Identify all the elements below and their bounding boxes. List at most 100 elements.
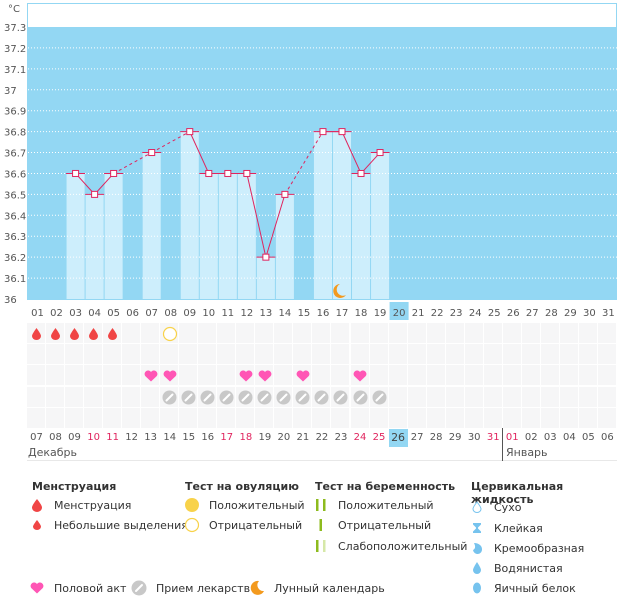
- grid-cell[interactable]: [122, 323, 141, 343]
- grid-cell[interactable]: [27, 407, 45, 428]
- grid-cell[interactable]: [369, 365, 388, 386]
- pill-icon[interactable]: [255, 387, 274, 408]
- pill-icon[interactable]: [236, 387, 255, 408]
- drop-icon[interactable]: [65, 323, 84, 344]
- grid-cell[interactable]: [426, 344, 445, 365]
- grid-cell[interactable]: [407, 365, 426, 386]
- grid-cell[interactable]: [141, 323, 160, 343]
- grid-cell[interactable]: [597, 323, 616, 343]
- grid-cell[interactable]: [559, 323, 578, 343]
- grid-cell[interactable]: [578, 323, 597, 343]
- grid-cell[interactable]: [293, 323, 312, 343]
- grid-cell[interactable]: [426, 407, 445, 428]
- grid-cell[interactable]: [103, 407, 122, 428]
- grid-cell[interactable]: [388, 344, 407, 365]
- grid-cell[interactable]: [331, 323, 350, 343]
- grid-cell[interactable]: [597, 344, 616, 365]
- pill-icon[interactable]: [351, 387, 370, 408]
- grid-cell[interactable]: [597, 386, 616, 407]
- grid-cell[interactable]: [27, 365, 45, 386]
- pill-icon[interactable]: [370, 387, 389, 408]
- grid-cell[interactable]: [578, 386, 597, 407]
- grid-cell[interactable]: [540, 386, 559, 407]
- pill-icon[interactable]: [331, 387, 350, 408]
- grid-cell[interactable]: [122, 344, 141, 365]
- grid-cell[interactable]: [502, 323, 521, 343]
- drop-icon[interactable]: [103, 323, 122, 344]
- grid-cell[interactable]: [141, 407, 160, 428]
- grid-cell[interactable]: [84, 386, 103, 407]
- grid-cell[interactable]: [141, 344, 160, 365]
- circle-outline-icon[interactable]: [160, 323, 179, 344]
- pill-icon[interactable]: [179, 387, 198, 408]
- grid-cell[interactable]: [578, 407, 597, 428]
- grid-cell[interactable]: [122, 407, 141, 428]
- grid-cell[interactable]: [445, 323, 464, 343]
- grid-cell[interactable]: [578, 365, 597, 386]
- grid-cell[interactable]: [540, 344, 559, 365]
- grid-cell[interactable]: [483, 323, 502, 343]
- grid-cell[interactable]: [312, 344, 331, 365]
- grid-cell[interactable]: [274, 323, 293, 343]
- grid-cell[interactable]: [255, 407, 274, 428]
- grid-cell[interactable]: [559, 344, 578, 365]
- grid-cell[interactable]: [198, 365, 217, 386]
- grid-cell[interactable]: [578, 344, 597, 365]
- grid-cell[interactable]: [179, 365, 198, 386]
- grid-cell[interactable]: [84, 365, 103, 386]
- grid-cell[interactable]: [483, 344, 502, 365]
- grid-cell[interactable]: [502, 344, 521, 365]
- grid-cell[interactable]: [103, 386, 122, 407]
- grid-cell[interactable]: [502, 386, 521, 407]
- grid-cell[interactable]: [521, 323, 540, 343]
- grid-cell[interactable]: [369, 323, 388, 343]
- grid-cell[interactable]: [103, 344, 122, 365]
- heart-icon[interactable]: [141, 365, 160, 386]
- grid-cell[interactable]: [293, 344, 312, 365]
- grid-cell[interactable]: [483, 386, 502, 407]
- grid-cell[interactable]: [559, 386, 578, 407]
- grid-cell[interactable]: [350, 344, 369, 365]
- grid-cell[interactable]: [217, 344, 236, 365]
- grid-cell[interactable]: [236, 344, 255, 365]
- grid-cell[interactable]: [597, 407, 616, 428]
- grid-cell[interactable]: [426, 386, 445, 407]
- pill-icon[interactable]: [198, 387, 217, 408]
- grid-cell[interactable]: [65, 344, 84, 365]
- grid-cell[interactable]: [559, 407, 578, 428]
- grid-cell[interactable]: [331, 407, 350, 428]
- grid-cell[interactable]: [331, 344, 350, 365]
- grid-cell[interactable]: [331, 365, 350, 386]
- pill-icon[interactable]: [293, 387, 312, 408]
- grid-cell[interactable]: [350, 323, 369, 343]
- grid-cell[interactable]: [388, 323, 407, 343]
- grid-cell[interactable]: [521, 365, 540, 386]
- grid-cell[interactable]: [27, 344, 45, 365]
- grid-cell[interactable]: [198, 344, 217, 365]
- grid-cell[interactable]: [122, 386, 141, 407]
- heart-icon[interactable]: [236, 365, 255, 386]
- grid-cell[interactable]: [160, 344, 179, 365]
- pill-icon[interactable]: [274, 387, 293, 408]
- grid-cell[interactable]: [46, 407, 65, 428]
- grid-cell[interactable]: [426, 365, 445, 386]
- grid-cell[interactable]: [502, 407, 521, 428]
- grid-cell[interactable]: [502, 365, 521, 386]
- grid-cell[interactable]: [388, 386, 407, 407]
- grid-cell[interactable]: [141, 386, 160, 407]
- grid-cell[interactable]: [293, 407, 312, 428]
- grid-cell[interactable]: [217, 323, 236, 343]
- grid-cell[interactable]: [65, 365, 84, 386]
- grid-cell[interactable]: [369, 407, 388, 428]
- grid-cell[interactable]: [274, 344, 293, 365]
- grid-cell[interactable]: [407, 407, 426, 428]
- pill-icon[interactable]: [160, 387, 179, 408]
- grid-cell[interactable]: [540, 323, 559, 343]
- grid-cell[interactable]: [483, 365, 502, 386]
- grid-cell[interactable]: [445, 344, 464, 365]
- grid-cell[interactable]: [388, 365, 407, 386]
- grid-cell[interactable]: [312, 407, 331, 428]
- grid-cell[interactable]: [521, 386, 540, 407]
- grid-cell[interactable]: [445, 407, 464, 428]
- grid-cell[interactable]: [350, 407, 369, 428]
